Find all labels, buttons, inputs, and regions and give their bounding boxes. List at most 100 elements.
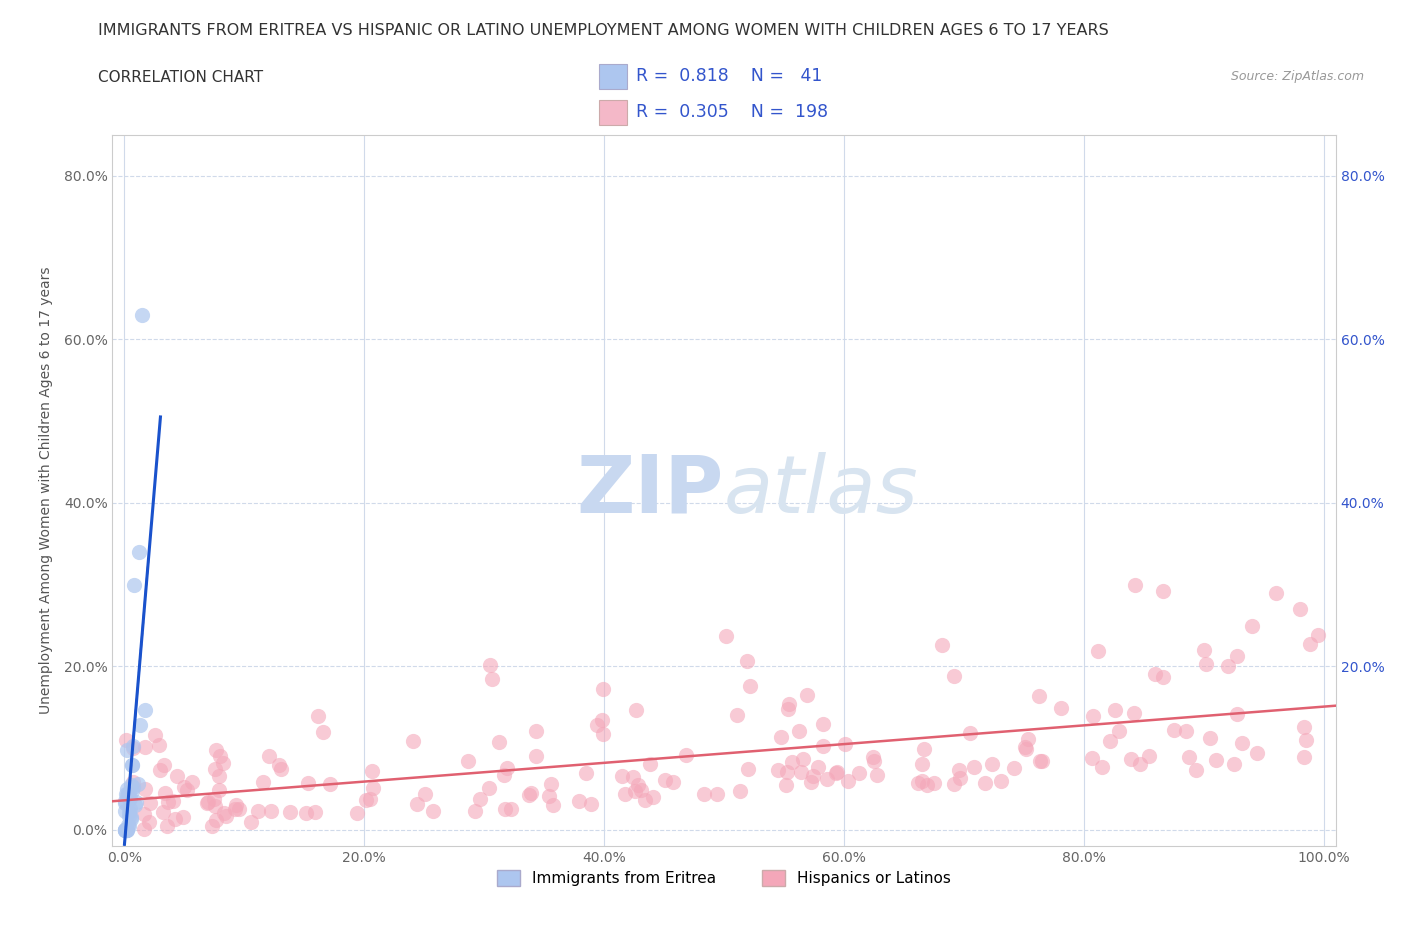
Text: IMMIGRANTS FROM ERITREA VS HISPANIC OR LATINO UNEMPLOYMENT AMONG WOMEN WITH CHIL: IMMIGRANTS FROM ERITREA VS HISPANIC OR L…: [98, 23, 1109, 38]
Point: [1108, 724, 1130, 739]
Point: [575, 765, 598, 780]
Point: [114, 822, 136, 837]
Point: [470, 791, 492, 806]
Point: [122, 740, 145, 755]
Point: [1288, 602, 1310, 617]
Point: [132, 821, 155, 836]
Point: [488, 735, 510, 750]
Point: [524, 749, 547, 764]
Point: [494, 767, 516, 782]
Point: [1123, 578, 1146, 592]
Point: [776, 701, 799, 716]
Point: [1246, 746, 1268, 761]
Point: [1299, 637, 1322, 652]
Point: [974, 776, 997, 790]
Point: [1223, 756, 1246, 771]
Point: [478, 658, 501, 672]
Point: [862, 750, 884, 764]
Point: [422, 804, 444, 818]
Point: [402, 734, 425, 749]
Point: [1087, 644, 1109, 658]
Point: [624, 783, 647, 798]
Point: [716, 629, 738, 644]
Point: [911, 756, 934, 771]
Point: [776, 764, 799, 779]
Point: [114, 787, 136, 802]
Point: [613, 787, 636, 802]
Point: [252, 775, 274, 790]
Point: [706, 786, 728, 801]
Point: [499, 801, 522, 816]
Point: [911, 774, 934, 789]
Point: [1226, 648, 1249, 663]
Point: [922, 776, 945, 790]
Text: Source: ZipAtlas.com: Source: ZipAtlas.com: [1230, 70, 1364, 83]
Point: [915, 777, 938, 792]
Point: [675, 748, 697, 763]
Point: [114, 822, 136, 837]
Point: [1098, 733, 1121, 748]
Point: [1029, 753, 1052, 768]
Point: [778, 697, 800, 711]
Point: [360, 763, 382, 777]
Point: [827, 765, 849, 780]
Point: [346, 805, 368, 820]
Point: [156, 819, 179, 834]
Point: [787, 724, 810, 738]
Point: [481, 671, 503, 686]
Point: [638, 756, 661, 771]
Point: [1144, 667, 1167, 682]
Bar: [599, 100, 627, 126]
Point: [208, 782, 231, 797]
Point: [738, 678, 761, 693]
Point: [114, 822, 136, 837]
Text: R =  0.305    N =  198: R = 0.305 N = 198: [636, 102, 828, 121]
Point: [197, 795, 219, 810]
Point: [630, 783, 652, 798]
Point: [813, 738, 835, 753]
Point: [1081, 751, 1104, 765]
Point: [1264, 585, 1286, 600]
Point: [240, 815, 263, 830]
Point: [1163, 723, 1185, 737]
Point: [228, 802, 250, 817]
Text: atlas: atlas: [724, 452, 920, 529]
Point: [770, 729, 793, 744]
Text: ZIP: ZIP: [576, 452, 724, 529]
Point: [1205, 752, 1227, 767]
Point: [494, 802, 516, 817]
Point: [863, 753, 886, 768]
Bar: [599, 64, 627, 89]
Point: [173, 779, 195, 794]
Point: [204, 742, 226, 757]
Point: [114, 796, 136, 811]
Point: [766, 763, 789, 777]
Point: [117, 792, 139, 807]
Point: [1014, 740, 1036, 755]
Point: [312, 724, 335, 739]
Point: [153, 786, 176, 801]
Point: [1002, 761, 1025, 776]
Point: [1152, 584, 1174, 599]
Point: [118, 808, 141, 823]
Point: [654, 773, 676, 788]
Point: [117, 804, 139, 819]
Point: [138, 815, 160, 830]
Point: [811, 717, 834, 732]
Point: [215, 808, 238, 823]
Point: [260, 804, 283, 818]
Point: [792, 751, 814, 766]
Point: [413, 787, 436, 802]
Point: [118, 784, 141, 799]
Point: [122, 779, 145, 794]
Point: [172, 810, 194, 825]
Point: [1192, 643, 1215, 658]
Point: [257, 749, 280, 764]
Point: [775, 777, 797, 792]
Point: [205, 813, 228, 828]
Point: [464, 804, 486, 818]
Point: [270, 762, 292, 777]
Point: [912, 742, 935, 757]
Point: [1137, 748, 1160, 763]
Point: [948, 771, 970, 786]
